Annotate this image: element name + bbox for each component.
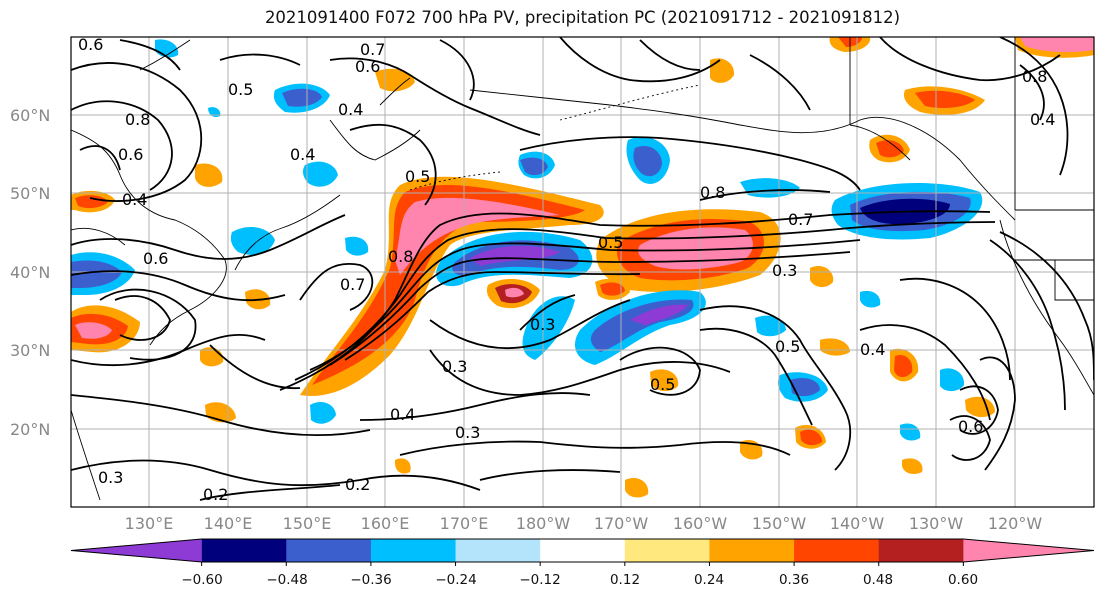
colorbar-segment [540, 539, 626, 562]
colorbar-segment [709, 539, 795, 562]
contour-label: 0.7 [340, 275, 365, 294]
contour-label: 0.4 [122, 190, 147, 209]
colorbar-tick-label: −0.12 [519, 572, 561, 588]
contour-label: 0.3 [98, 468, 123, 487]
contour-label: 0.8 [700, 183, 725, 202]
lat-label: 50°N [10, 184, 51, 203]
contour-label: 0.7 [788, 210, 813, 229]
contour-labels: 0.6 0.7 0.6 0.5 0.4 0.4 0.8 0.6 0.4 0.5 … [78, 35, 1055, 504]
contour-label: 0.7 [360, 40, 385, 59]
lat-label: 40°N [10, 263, 51, 282]
contour-label: 0.4 [1030, 110, 1055, 129]
colorbar-tick-label: 0.24 [693, 572, 725, 588]
contour-label: 0.8 [125, 110, 150, 129]
contour-label: 0.5 [650, 375, 675, 394]
contour-label: 0.8 [1022, 67, 1047, 86]
colorbar-segment [878, 539, 964, 562]
colorbar-tick-label: 0.48 [862, 572, 894, 588]
colorbar-segment [624, 539, 710, 562]
contour-label: 0.3 [455, 423, 480, 442]
colorbar-tick-label: −0.24 [435, 572, 477, 588]
graticule [71, 37, 1094, 507]
lon-label: 170°W [593, 514, 649, 533]
lon-label: 180°W [515, 514, 571, 533]
colorbar-tick-label: 0.60 [947, 572, 979, 588]
contour-label: 0.4 [390, 405, 415, 424]
contour-label: 0.4 [860, 340, 885, 359]
negative-anomaly-south-max [630, 304, 688, 325]
pv-contours [71, 37, 1094, 501]
contour-label: 0.2 [345, 475, 370, 494]
colorbar-segment [963, 539, 1094, 562]
colorbar-segment [201, 539, 287, 562]
contour-label: 0.8 [388, 247, 413, 266]
lon-label: 140°W [829, 514, 885, 533]
contour-label: 0.6 [355, 57, 380, 76]
lon-label: 160°W [672, 514, 728, 533]
colorbar-segment [370, 539, 457, 562]
lon-label: 130°W [908, 514, 964, 533]
contour-label: 0.5 [775, 337, 800, 356]
colorbar-segment [794, 539, 880, 562]
contour-label: 0.2 [203, 485, 228, 504]
contour-label: 0.5 [405, 167, 430, 186]
lon-label: 130°E [124, 514, 174, 533]
contour-label: 0.6 [78, 35, 103, 54]
contour-label: 0.3 [442, 357, 467, 376]
contour-label: 0.5 [228, 80, 253, 99]
contour-label: 0.6 [958, 417, 983, 436]
positive-anomaly-max [395, 197, 560, 275]
colorbar-segment [286, 539, 372, 562]
lat-label: 20°N [10, 420, 51, 439]
map-title: 2021091400 F072 700 hPa PV, precipitatio… [264, 8, 901, 27]
lat-label: 60°N [10, 106, 51, 125]
contour-label: 0.5 [598, 233, 623, 252]
contour-label: 0.6 [118, 145, 143, 164]
lon-label: 140°E [203, 514, 253, 533]
colorbar-tick-label: 0.36 [778, 572, 810, 588]
colorbar-tick-label: 0.12 [609, 572, 641, 588]
contour-label: 0.3 [772, 261, 797, 280]
contour-label: 0.6 [143, 249, 168, 268]
colorbar-segment [455, 539, 541, 562]
contour-label: 0.3 [530, 315, 555, 334]
colorbar-tick-label: −0.36 [350, 572, 392, 588]
lon-label: 120°W [987, 514, 1043, 533]
lat-label: 30°N [10, 341, 51, 360]
lon-label: 170°E [439, 514, 489, 533]
lon-label: 160°E [360, 514, 410, 533]
map-frame [70, 36, 1095, 508]
colorbar-tick-label: −0.48 [266, 572, 308, 588]
coastlines [71, 37, 1094, 501]
contour-label: 0.4 [338, 100, 363, 119]
colorbar [70, 538, 1095, 566]
negative-anomaly-central-max [470, 245, 560, 266]
colorbar-tick-label: −0.60 [181, 572, 223, 588]
contour-label: 0.4 [290, 145, 315, 164]
lon-label: 150°W [751, 514, 807, 533]
lon-label: 150°E [282, 514, 332, 533]
colorbar-segment [71, 539, 202, 562]
